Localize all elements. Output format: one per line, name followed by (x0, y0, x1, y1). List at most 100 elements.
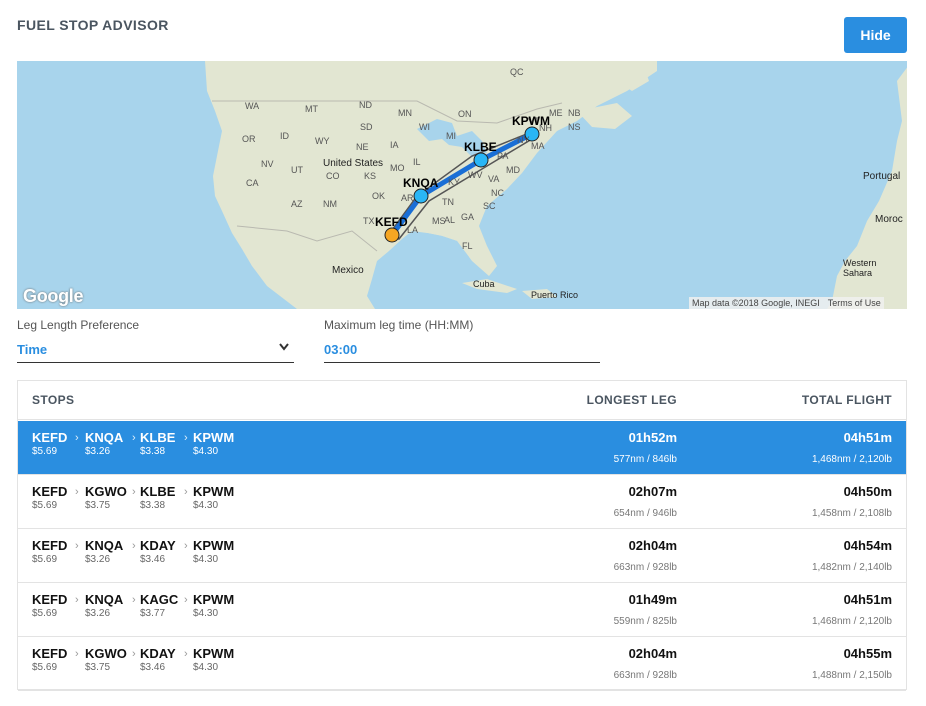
state-label: OR (242, 134, 256, 144)
table-row[interactable]: KEFD $5.69 › KNQA $3.26 › KAGC $3.77 › KPWM $4.30 0… (18, 583, 906, 637)
gulf-of-mexico-water (382, 233, 472, 289)
max-leg-time-label: Maximum leg time (HH:MM) (324, 318, 474, 332)
table-row[interactable]: KEFD $5.69 › KNQA $3.26 › KLBE $3.38 › KPWM $4.30 0… (18, 421, 906, 475)
cuba-land (462, 279, 517, 293)
chevron-right-icon: › (75, 594, 79, 606)
state-label: GA (461, 212, 475, 222)
stop-code: KEFD (32, 646, 68, 661)
chevron-right-icon: › (184, 486, 188, 498)
hide-button[interactable]: Hide (844, 17, 907, 53)
state-label: SC (483, 201, 496, 211)
chevron-right-icon: › (132, 594, 136, 606)
route-stop: KNQA $3.26 (85, 538, 123, 565)
airport-label-kefd: KEFD (375, 215, 408, 229)
total-flight-detail: 1,468nm / 2,120lb (811, 454, 892, 465)
state-label: IL (413, 157, 421, 167)
stop-code: KGWO (85, 484, 127, 499)
total-flight-detail: 1,458nm / 2,108lb (811, 508, 892, 519)
route-stop: KPWM $4.30 (193, 430, 234, 457)
header-stops: STOPS (32, 393, 75, 407)
stop-code: KLBE (140, 430, 176, 445)
longest-leg-detail: 577nm / 846lb (613, 454, 677, 465)
state-label: AZ (291, 199, 303, 209)
route-stop: KEFD $5.69 (32, 592, 67, 619)
max-leg-time-input[interactable]: 03:00 (324, 342, 358, 357)
state-label: WI (419, 122, 430, 132)
route-stop: KDAY $3.46 (140, 538, 176, 565)
chevron-right-icon: › (75, 486, 79, 498)
chevron-right-icon: › (75, 540, 79, 552)
stop-code: KLBE (140, 484, 176, 499)
route-stop: KEFD $5.69 (32, 646, 67, 673)
country-label-mexico: Mexico (332, 265, 364, 276)
route-stop: KNQA $3.26 (85, 430, 123, 457)
total-flight-detail: 1,468nm / 2,120lb (811, 616, 892, 627)
stop-code: KNQA (85, 592, 124, 607)
state-label: WV (468, 170, 483, 180)
longest-leg-time: 02h04m (628, 646, 677, 661)
state-label: NS (568, 122, 581, 132)
border-us-mexico (236, 225, 378, 252)
route-stop: KPWM $4.30 (193, 646, 234, 673)
total-flight-time: 04h51m (843, 592, 892, 607)
state-label: AL (444, 215, 456, 225)
state-label: SD (360, 122, 373, 132)
table-row[interactable]: KEFD $5.69 › KNQA $3.26 › KDAY $3.46 › KPWM $4.30 0… (18, 529, 906, 583)
route-stop: KEFD $5.69 (32, 430, 67, 457)
leg-preference-label: Leg Length Preference (17, 318, 140, 332)
state-label: NV (261, 159, 274, 169)
state-label: UT (291, 165, 303, 175)
state-label: MT (305, 104, 318, 114)
stop-code: KEFD (32, 592, 68, 607)
total-flight-detail: 1,488nm / 2,150lb (811, 670, 892, 681)
state-label: IA (390, 140, 399, 150)
state-label: WY (315, 136, 330, 146)
route-stop: KNQA $3.26 (85, 592, 123, 619)
stop-fuel-price: $3.75 (85, 500, 111, 511)
state-label: TN (442, 197, 454, 207)
chevron-right-icon: › (132, 486, 136, 498)
chevron-right-icon: › (75, 648, 79, 660)
state-label: WA (245, 101, 260, 111)
europe-africa-land (827, 61, 907, 309)
route-stop: KEFD $5.69 (32, 484, 67, 511)
table-row[interactable]: KEFD $5.69 › KGWO $3.75 › KLBE $3.38 › KPWM $4.30 0… (18, 475, 906, 529)
country-label-cuba: Cuba (473, 279, 495, 289)
state-label: NE (356, 142, 369, 152)
longest-leg-detail: 663nm / 928lb (613, 670, 677, 681)
route-stop: KLBE $3.38 (140, 484, 175, 511)
stop-fuel-price: $4.30 (193, 554, 219, 565)
chevron-right-icon: › (75, 432, 79, 444)
state-label: NH (539, 123, 552, 133)
terms-link[interactable]: Terms of Use (827, 298, 881, 308)
hispaniola-land (522, 289, 557, 299)
state-label: LA (407, 225, 419, 235)
stop-fuel-price: $3.26 (85, 608, 111, 619)
stop-code: KEFD (32, 538, 68, 553)
state-label: KY (448, 177, 461, 187)
border-us-canada (212, 100, 563, 124)
stop-fuel-price: $3.38 (140, 446, 166, 457)
stop-code: KEFD (32, 430, 68, 445)
attribution-text: Map data ©2018 Google, INEGI (692, 298, 820, 308)
state-label: NB (568, 108, 581, 118)
route-map[interactable]: WA MT ND MN OR ID WY SD NE IA WI MI NV U… (17, 61, 907, 309)
country-label-united-states: United States (323, 158, 384, 169)
route-stop: KLBE $3.38 (140, 430, 175, 457)
state-label: AR (401, 193, 414, 203)
stop-code: KGWO (85, 646, 127, 661)
stop-fuel-price: $5.69 (32, 500, 58, 511)
state-label: MS (432, 216, 446, 226)
chevron-down-icon[interactable] (279, 343, 289, 351)
state-label: VT (528, 116, 540, 126)
table-row[interactable]: KEFD $5.69 › KGWO $3.75 › KDAY $3.46 › KPWM $4.30 0… (18, 637, 906, 691)
longest-leg-detail: 654nm / 946lb (613, 508, 677, 519)
state-label: NC (491, 188, 504, 198)
stop-fuel-price: $3.26 (85, 446, 111, 457)
stop-code: KPWM (193, 592, 235, 607)
leg-preference-select[interactable]: Time (17, 342, 48, 357)
newfoundland-land (617, 61, 649, 91)
route-line (389, 131, 534, 237)
state-label: ON (458, 109, 472, 119)
chevron-right-icon: › (184, 432, 188, 444)
